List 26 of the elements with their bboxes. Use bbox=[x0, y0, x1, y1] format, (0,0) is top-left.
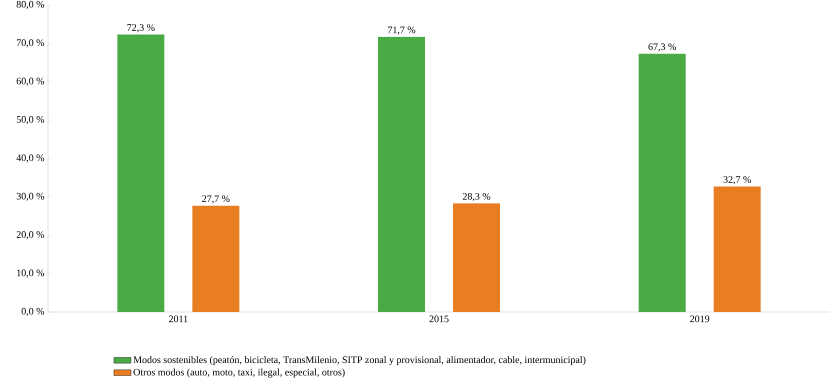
x-tick-label: 2011 bbox=[169, 316, 188, 322]
x-tick-label: 2019 bbox=[690, 316, 710, 322]
bar bbox=[638, 54, 686, 312]
data-label: 28,3 % bbox=[462, 193, 490, 202]
bar bbox=[714, 186, 761, 312]
data-label: 67,3 % bbox=[648, 43, 676, 52]
bar bbox=[378, 36, 426, 312]
y-tick-label: 30,0 % bbox=[16, 192, 44, 201]
data-label: 32,7 % bbox=[724, 176, 751, 184]
x-tick-label: 2015 bbox=[429, 316, 449, 322]
legend-label: Otros modos (auto, moto, taxi, ilegal, especial, otros) bbox=[134, 368, 345, 378]
legend-label: Modos sostenibles (peatón, bicicleta, TransMilenio, SITP zonal y provisional, alimentador, cable, intermunicipal) bbox=[133, 356, 586, 366]
data-label: 72,3 % bbox=[127, 24, 155, 32]
bar bbox=[117, 34, 164, 312]
y-tick-label: 10,0 % bbox=[17, 270, 44, 278]
y-tick-label: 50,0 % bbox=[16, 116, 44, 124]
y-tick-label: 20,0 % bbox=[16, 231, 44, 240]
bar bbox=[192, 206, 240, 312]
bar bbox=[453, 203, 500, 312]
y-tick-label: 70,0 % bbox=[16, 39, 44, 48]
y-tick-label: 60,0 % bbox=[16, 78, 44, 86]
y-tick-label: 0,0 % bbox=[22, 308, 44, 316]
data-label: 71,7 % bbox=[388, 26, 416, 35]
y-tick-label: 40,0 % bbox=[16, 154, 44, 163]
y-tick-label: 80,0 % bbox=[16, 0, 44, 10]
data-label: 27,7 % bbox=[202, 195, 230, 204]
